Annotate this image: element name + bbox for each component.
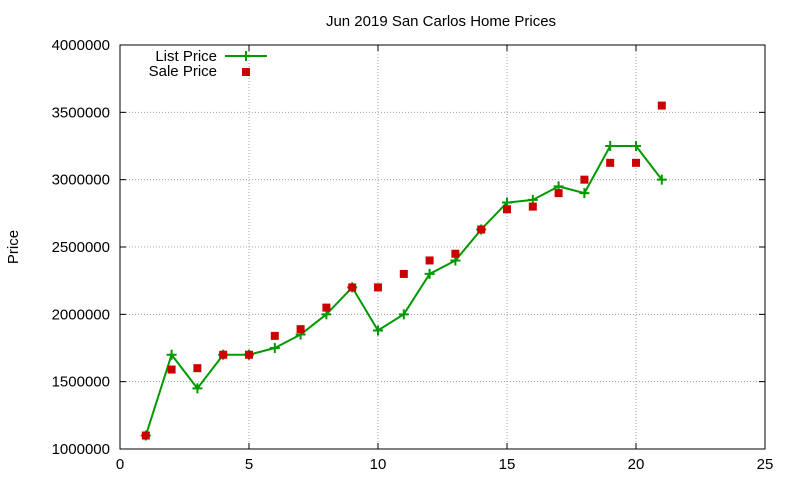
y-axis-label: Price: [5, 230, 22, 264]
x-tick-label: 5: [245, 456, 253, 473]
sale-price-point: [503, 205, 511, 214]
sale-price-point: [219, 350, 228, 359]
sale-price-point: [477, 225, 486, 234]
sale-price-point: [399, 269, 408, 278]
list-price-point: [605, 141, 616, 151]
sale-price-point: [425, 256, 434, 265]
chart-title: Jun 2019 San Carlos Home Prices: [326, 13, 556, 30]
y-tick-label: 2000000: [52, 306, 110, 323]
list-price-point: [631, 141, 641, 151]
x-tick-label: 20: [628, 456, 645, 473]
sale-price-point: [580, 175, 589, 184]
sale-price-point: [348, 283, 357, 292]
y-tick-label: 1000000: [52, 441, 110, 458]
list-price-point: [373, 325, 383, 336]
grid: [120, 45, 765, 449]
sale-price-point: [632, 158, 640, 167]
y-tick-label: 4000000: [52, 37, 110, 54]
sale-price-point: [296, 325, 305, 334]
list-price-point: [398, 309, 409, 320]
y-tick-label: 3000000: [52, 172, 110, 189]
sale-price-point: [245, 350, 253, 359]
x-tick-label: 15: [499, 456, 516, 473]
sale-price-point: [554, 189, 563, 198]
sale-price-point: [270, 331, 279, 340]
list-price-point: [424, 268, 435, 279]
x-tick-label: 0: [116, 456, 124, 473]
x-tick-label: 10: [370, 456, 387, 473]
list-price-point: [656, 174, 667, 185]
sale-price-point: [167, 365, 176, 374]
legend-marker-list-price: [241, 51, 251, 61]
list-price-point: [579, 188, 590, 199]
legend: List Price Sale Price: [149, 48, 267, 80]
list-price-point: [269, 343, 280, 353]
sale-price-point: [322, 303, 331, 312]
sale-price-point: [657, 101, 666, 110]
axis-ticks: 0 5 10 15 20 25 1000000 1500000 2000000 2500000 30…: [52, 37, 774, 473]
sale-price-point: [141, 431, 150, 440]
sale-price-point: [528, 202, 537, 211]
legend-marker-sale-price: [242, 68, 250, 76]
sale-price-point: [451, 249, 460, 258]
y-tick-label: 1500000: [52, 374, 110, 391]
sale-price-point: [374, 283, 382, 292]
sale-price-point: [606, 158, 615, 167]
x-tick-label: 25: [757, 456, 774, 473]
legend-label-sale-price: Sale Price: [149, 63, 217, 80]
y-tick-label: 3500000: [52, 104, 110, 121]
series-layer: [140, 101, 667, 441]
sale-price-point: [193, 364, 202, 373]
list-price-point: [192, 383, 203, 394]
list-price-point: [166, 349, 177, 360]
y-tick-label: 2500000: [52, 239, 110, 256]
legend-label-list-price: List Price: [155, 48, 217, 65]
